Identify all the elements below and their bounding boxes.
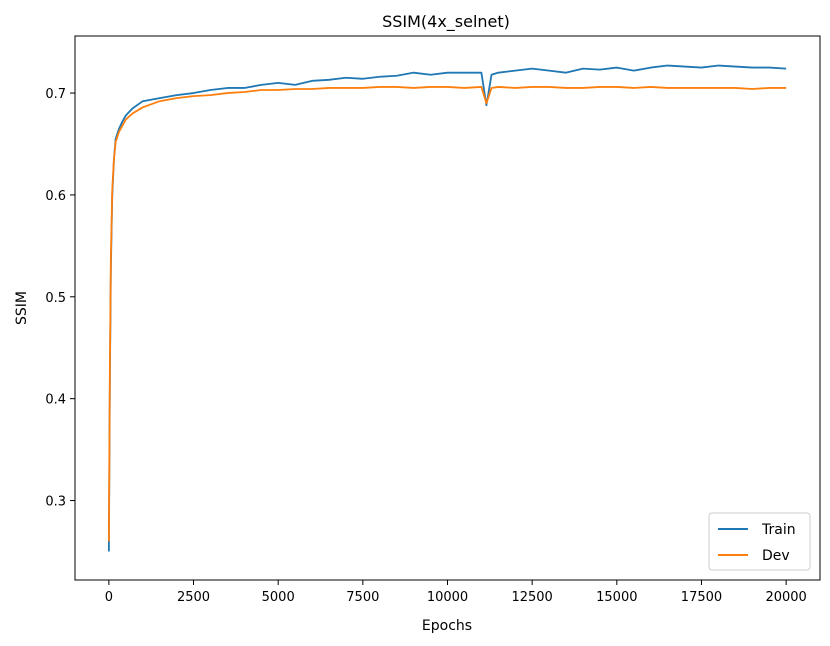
- x-tick-label: 20000: [765, 590, 806, 605]
- legend: Train Dev: [708, 512, 811, 571]
- y-axis-ticks: 0.3 0.4 0.5 0.6 0.7: [45, 87, 75, 510]
- x-axis-ticks: 0 2500 5000 7500 10000 12500 15000 17500 20000: [105, 580, 807, 605]
- x-tick-label: 2500: [177, 590, 210, 605]
- x-axis-label: Epochs: [422, 618, 472, 634]
- series-line-dev: [107, 86, 787, 542]
- y-axis-label: SSIM: [14, 291, 30, 325]
- y-tick-label: 0.5: [45, 291, 66, 306]
- x-tick-label: 7500: [346, 590, 379, 605]
- y-tick-label: 0.3: [45, 495, 66, 510]
- chart-title: SSIM(4x_selnet): [382, 12, 510, 32]
- x-tick-label: 17500: [681, 590, 722, 605]
- legend-label-dev: Dev: [762, 548, 790, 564]
- legend-label-train: Train: [761, 522, 796, 538]
- y-tick-label: 0.4: [45, 393, 66, 408]
- y-tick-label: 0.7: [45, 87, 66, 102]
- x-tick-label: 10000: [427, 590, 468, 605]
- x-tick-label: 0: [105, 590, 113, 605]
- plot-frame: [74, 35, 821, 581]
- x-tick-label: 15000: [596, 590, 637, 605]
- series-line-train: [107, 64, 787, 552]
- x-tick-label: 5000: [262, 590, 295, 605]
- x-tick-label: 12500: [511, 590, 552, 605]
- plot-lines: [107, 64, 787, 552]
- y-tick-label: 0.6: [45, 189, 66, 204]
